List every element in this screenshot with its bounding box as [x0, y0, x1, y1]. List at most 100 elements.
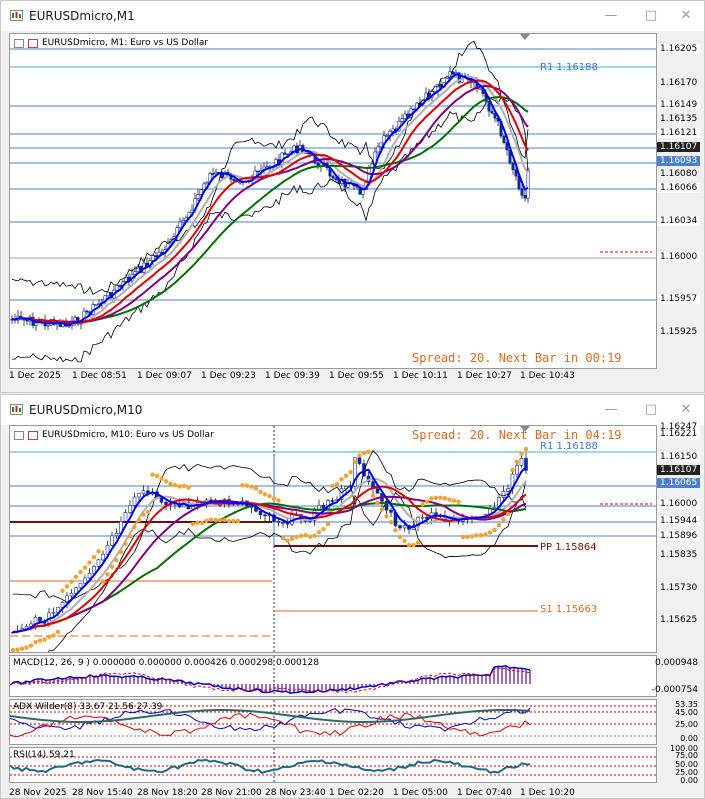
- sar-dot: [307, 534, 313, 539]
- sar-dot: [244, 483, 250, 488]
- price-tick-label: 1.16221: [657, 429, 701, 439]
- sar-dot: [294, 534, 299, 540]
- candle-body: [69, 592, 74, 597]
- candle-body: [276, 521, 281, 523]
- chart-legend: EURUSDmicro, M10: Euro vs US Dollar: [14, 430, 214, 440]
- sar-dot: [510, 467, 515, 473]
- sar-dot: [96, 549, 101, 554]
- price-tick-label: 1.16205: [657, 44, 701, 54]
- candle-body: [202, 183, 206, 191]
- sar-dot: [483, 532, 488, 537]
- sar-dot: [24, 645, 29, 650]
- price-tick-label: 1.15957: [657, 294, 701, 304]
- minimize-icon[interactable]: —: [604, 8, 618, 23]
- rsi-panel[interactable]: RSI(14) 59.21: [9, 747, 657, 783]
- minimize-icon[interactable]: —: [604, 402, 618, 417]
- time-tick-label: 1 Dec 07:40: [457, 788, 512, 798]
- candle-body: [137, 493, 141, 498]
- time-tick-label: 28 Nov 15:40: [72, 788, 133, 798]
- maximize-icon[interactable]: □: [644, 402, 658, 417]
- macd-panel[interactable]: MACD(12, 26, 9 ) 0.000000 0.000000 0.000…: [9, 655, 657, 697]
- sar-dot: [105, 572, 110, 577]
- chart-window-icon: [10, 404, 23, 415]
- price-chart-m1[interactable]: EURUSDmicro, M1: Euro vs US Dollar R1 1.…: [9, 33, 657, 369]
- candle-body: [281, 521, 285, 524]
- candle-body: [132, 496, 137, 506]
- candle-body: [457, 72, 461, 83]
- candle-body: [400, 118, 404, 122]
- price-chart-m1-canvas: [10, 34, 656, 363]
- candle-body: [256, 170, 260, 173]
- adx-axis-3: 25.00: [675, 720, 698, 729]
- candle-body: [115, 285, 119, 291]
- sar-dot: [303, 533, 308, 538]
- maximize-icon[interactable]: □: [644, 8, 658, 23]
- price-tick-label: 1.16150: [657, 452, 701, 462]
- candle-body: [159, 498, 164, 503]
- sar-dot: [91, 555, 97, 560]
- candle-body: [506, 488, 510, 492]
- candle-body: [151, 255, 155, 261]
- price-tick-label: 1.15896: [657, 531, 701, 541]
- price-tick-label: 1.16149: [657, 100, 701, 110]
- sar-dot: [199, 520, 205, 526]
- sar-dot: [505, 512, 511, 517]
- chart-symbol-label: EURUSDmicro, M10: Euro vs US Dollar: [42, 430, 214, 440]
- close-icon[interactable]: ✕: [680, 8, 692, 23]
- sar-dot: [226, 518, 232, 524]
- candle-body: [420, 516, 425, 519]
- sar-dot: [154, 473, 160, 478]
- sar-dot: [240, 483, 245, 488]
- candle-body: [164, 501, 168, 506]
- candle-body: [178, 221, 182, 228]
- adx-panel[interactable]: ADX Wilder(8) 33.67 21.56 27.39: [9, 699, 657, 745]
- sar-dot: [388, 520, 394, 525]
- sar-dot: [271, 496, 277, 501]
- pp-level-label: PP 1.15864: [540, 542, 597, 553]
- time-tick-label: 1 Dec 10:20: [520, 788, 575, 798]
- candle-body: [493, 112, 497, 119]
- sar-dot: [249, 484, 254, 489]
- candle-body: [196, 194, 200, 199]
- sar-dot: [28, 643, 34, 648]
- candle-body: [379, 142, 383, 148]
- candle-body: [376, 146, 380, 153]
- window-title: EURUSDmicro,M1: [29, 9, 135, 23]
- candle-body: [398, 525, 402, 529]
- sar-dot: [235, 518, 241, 524]
- sar-dot: [316, 530, 322, 535]
- price-tick-label: 1.16247: [657, 422, 701, 432]
- candle-body: [94, 304, 98, 306]
- sar-dot: [55, 629, 61, 634]
- candle-body: [330, 500, 335, 502]
- candle-body: [514, 169, 518, 177]
- sar-dot: [438, 495, 443, 500]
- candle-body: [211, 173, 215, 175]
- sar-dot: [33, 639, 38, 645]
- r1-level-label: R1 1.16188: [540, 62, 598, 73]
- window-titlebar[interactable]: EURUSDmicro,M10 — □ ✕: [1, 395, 704, 425]
- price-tick-label: 1.15944: [657, 516, 701, 526]
- macd-line: [10, 664, 531, 694]
- sar-dot: [253, 486, 259, 491]
- sar-dot: [159, 476, 164, 481]
- window-titlebar[interactable]: EURUSDmicro,M1 — □ ✕: [1, 1, 704, 31]
- candle-body: [334, 177, 338, 180]
- price-chart-m10[interactable]: EURUSDmicro, M10: Euro vs US Dollar Spre…: [9, 425, 657, 653]
- time-tick-label: 28 Nov 23:40: [265, 788, 326, 798]
- close-icon[interactable]: ✕: [680, 402, 692, 417]
- sar-dot: [357, 453, 362, 458]
- candle-body: [505, 142, 509, 151]
- candle-body: [511, 162, 515, 171]
- price-tick-label: 1.16093: [657, 156, 701, 166]
- candle-body: [83, 577, 87, 584]
- sar-dot: [217, 517, 223, 523]
- sar-dot: [474, 533, 479, 538]
- candle-body: [128, 505, 132, 513]
- candle-body: [434, 512, 438, 516]
- sar-dot: [262, 492, 268, 497]
- ma-purple: [11, 85, 529, 323]
- sar-dot: [334, 482, 340, 487]
- candle-body: [402, 525, 407, 529]
- candle-body: [97, 303, 101, 305]
